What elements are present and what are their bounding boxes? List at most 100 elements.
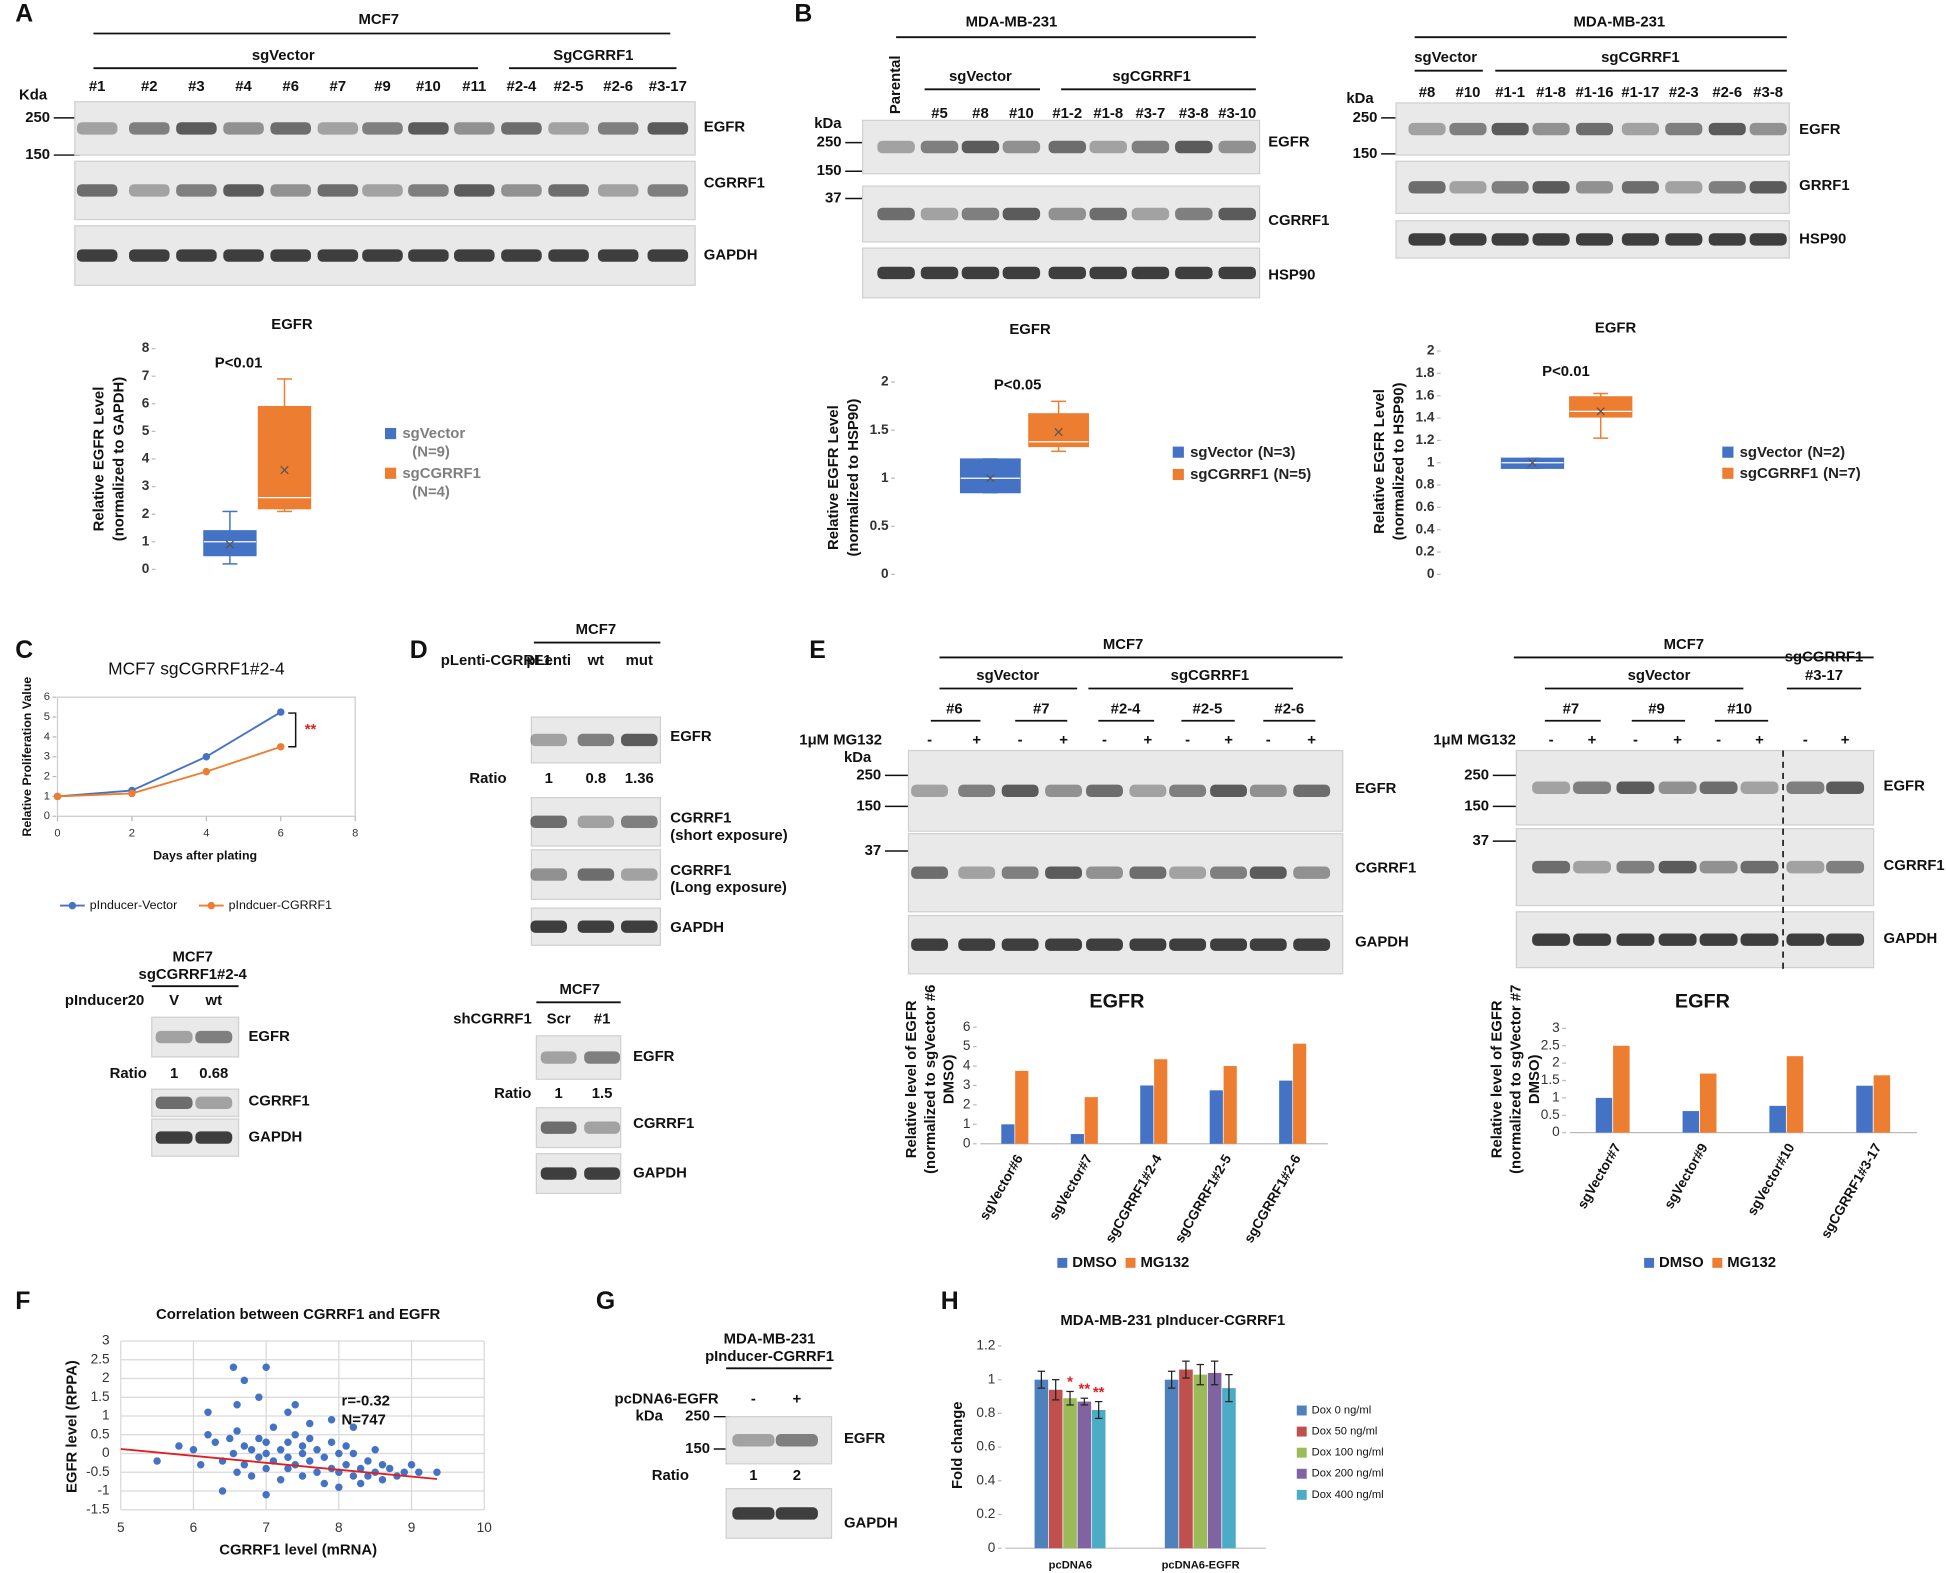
blot-band	[577, 815, 615, 829]
point	[128, 789, 136, 798]
lane-label: #3-17	[649, 79, 687, 95]
blot-band	[1786, 781, 1825, 794]
lane-label: -	[1633, 733, 1638, 749]
point	[364, 1457, 372, 1465]
blot-band	[1658, 860, 1697, 874]
lane-label: #2-6	[1712, 85, 1742, 101]
point	[342, 1442, 350, 1450]
ratio-value: 1.5	[592, 1086, 613, 1102]
annotation: P<0.05	[994, 378, 1042, 394]
y-tick-label: 0	[1427, 566, 1435, 581]
blot-membrane	[1395, 160, 1790, 214]
blot-band	[958, 866, 996, 879]
lane-label: Parental	[888, 55, 904, 114]
y-tick-label: 1.5	[91, 1389, 110, 1404]
point	[284, 1438, 292, 1446]
blot-band	[1658, 933, 1697, 946]
y-tick-label: 0	[44, 810, 50, 822]
y-tick-label: 6	[44, 691, 50, 703]
point	[320, 1453, 329, 1461]
blot-band	[1708, 233, 1746, 246]
blot-band	[1621, 122, 1659, 136]
blot-band	[1532, 233, 1570, 246]
blot-band	[540, 1167, 577, 1180]
lane-label: #1-2	[1052, 106, 1082, 122]
row-label: GAPDH	[704, 247, 758, 263]
row-label: EGFR	[249, 1029, 291, 1045]
unit-label: kDa	[814, 116, 842, 132]
blot-band	[540, 1121, 577, 1134]
lane-label: +	[1673, 733, 1682, 749]
chart-title: Correlation between CGRRF1 and EGFR	[156, 1307, 441, 1323]
point	[255, 1453, 263, 1461]
ratio-value: 0.68	[199, 1066, 228, 1082]
y-tick-label: 4	[142, 451, 150, 466]
point	[189, 1446, 198, 1454]
point	[269, 1423, 278, 1431]
row-label: CGRRF1	[704, 176, 765, 192]
blot-band	[577, 733, 615, 747]
point	[306, 1434, 314, 1443]
y-axis-label: (normalized to sgVector #7	[1508, 985, 1524, 1174]
row-label: CGRRF1	[1268, 213, 1329, 229]
blot-band	[877, 266, 915, 280]
y-tick-label: 3	[963, 1077, 971, 1092]
bar	[1769, 1105, 1786, 1133]
point	[433, 1468, 441, 1476]
blot-band	[501, 122, 542, 135]
bar	[1193, 1374, 1208, 1549]
blot-band	[129, 184, 170, 197]
blot-header: sgCGRRF1	[1601, 50, 1680, 66]
row-label: CGRRF1	[633, 1116, 694, 1132]
legend-swatch	[1644, 1257, 1655, 1268]
point	[211, 1438, 219, 1446]
blot-band	[1048, 266, 1087, 280]
legend-text: sgCGRRF1	[1740, 466, 1819, 482]
x-tick-label: 5	[117, 1520, 125, 1535]
legend-swatch	[1296, 1447, 1307, 1458]
point	[240, 1376, 249, 1385]
x-tick-label: 4	[203, 828, 209, 840]
lane-label: #3-10	[1218, 106, 1256, 122]
y-tick-label: 0	[963, 1135, 971, 1150]
x-tick-label: 9	[408, 1520, 416, 1535]
bar	[1207, 1372, 1222, 1549]
point	[276, 1446, 285, 1454]
blot-header: #2-6	[1274, 702, 1304, 718]
x-tick-label: sgVector#6	[977, 1152, 1027, 1223]
x-tick-label: 7	[262, 1520, 270, 1535]
blot-band	[1249, 866, 1287, 879]
marker-label: 37	[1473, 833, 1490, 849]
y-tick-label: 0.5	[91, 1426, 110, 1441]
blot-band	[1826, 933, 1865, 946]
y-tick-label: 2	[102, 1370, 110, 1385]
y-tick-label: 0	[881, 566, 889, 581]
lane-label: -	[1102, 733, 1107, 749]
blot-band	[1210, 866, 1248, 879]
marker-label: 150	[25, 147, 50, 163]
y-tick-label: 1	[1552, 1089, 1560, 1104]
annotation: P<0.01	[215, 355, 263, 371]
blot-band	[1169, 938, 1207, 951]
lane-label: #6	[282, 79, 299, 95]
lane-label: #8	[1419, 85, 1436, 101]
legend-label: Dox 200 ng/ml	[1312, 1468, 1384, 1480]
lane-label: #8	[972, 106, 989, 122]
legend-label: pInducer-Vector	[90, 898, 177, 912]
blot-band	[911, 784, 949, 798]
blot-band	[176, 249, 217, 262]
y-tick-label: 6	[963, 1019, 971, 1034]
blot-header: sgCGRRF1	[1171, 668, 1250, 684]
blot-band	[1449, 233, 1487, 246]
legend-swatch	[1296, 1426, 1307, 1437]
y-tick-label: 2	[1427, 343, 1435, 358]
row-label: EGFR	[1355, 781, 1397, 797]
lane-label: +	[793, 1391, 802, 1407]
blot-band	[530, 733, 568, 747]
lane-label: #9	[374, 79, 391, 95]
y-tick-label: 1.2	[976, 1338, 995, 1353]
blot-header: MCF7	[576, 622, 617, 638]
blot-band	[597, 122, 639, 135]
panel-label: H	[941, 1288, 959, 1315]
x-tick-label: pcDNA6	[1049, 1560, 1092, 1572]
